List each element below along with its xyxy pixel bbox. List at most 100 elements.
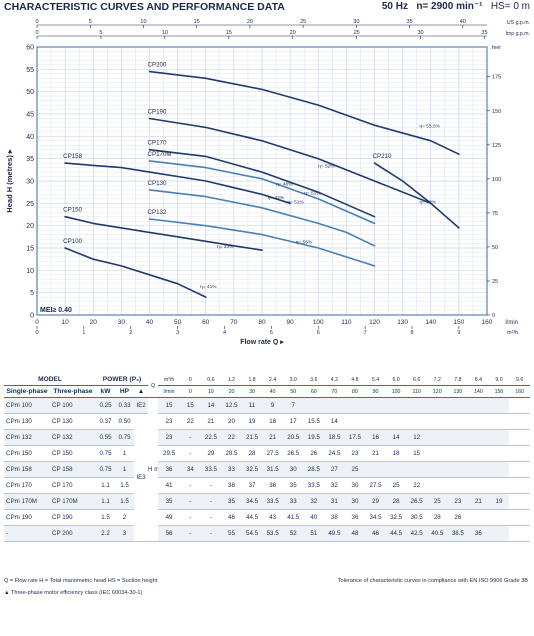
single-phase-header: Single-phase bbox=[4, 385, 50, 398]
chart-labels: CP100 η= 41% CP130 η= 51% CP132 η= 55% CP150 η=… bbox=[63, 62, 441, 291]
head-value: 32.5 bbox=[241, 461, 263, 478]
head-value: 46 bbox=[228, 514, 235, 521]
head-value bbox=[468, 414, 489, 430]
q-lmin-value: 130 bbox=[447, 385, 469, 398]
q-lmin-value: 150 bbox=[488, 385, 510, 398]
curve-cp132 bbox=[148, 218, 376, 267]
q-lmin-value: 80 bbox=[344, 385, 366, 398]
head-value: - bbox=[180, 429, 201, 446]
q-lmin-value: 20 bbox=[221, 385, 242, 398]
head-value: 30 bbox=[282, 461, 304, 478]
head-value bbox=[468, 397, 489, 414]
feet-tick-label: 100 bbox=[492, 177, 501, 183]
q-m3h-value: 0.6 bbox=[200, 374, 222, 386]
head-value bbox=[447, 397, 469, 414]
y-tick-label: 15 bbox=[26, 246, 34, 253]
imp-gpm-tick-label: 20 bbox=[290, 30, 296, 36]
head-value bbox=[447, 429, 469, 446]
mei-label: MEI≥ 0.40 bbox=[40, 307, 72, 314]
model-three-phase: CP 130 bbox=[52, 418, 73, 425]
chart-curves bbox=[64, 70, 460, 298]
m3h-tick-label: 1 bbox=[82, 330, 85, 336]
efficiency-class: IE2 bbox=[134, 397, 149, 414]
q-m3h-value: 8.4 bbox=[468, 374, 489, 386]
head-value: 33 bbox=[221, 461, 242, 478]
power-hp: 0.33 bbox=[115, 397, 134, 414]
m3h-tick-label: 3 bbox=[176, 330, 179, 336]
speed: n= 2900 min⁻¹ bbox=[416, 1, 483, 12]
power-kw: 1.5 bbox=[101, 514, 110, 521]
x-tick-label: 150 bbox=[453, 319, 464, 326]
head-value bbox=[468, 510, 489, 526]
head-value: 28.5 bbox=[303, 461, 325, 478]
curve-label-cp170m: CP170M bbox=[148, 151, 172, 158]
head-value: 38 bbox=[330, 514, 338, 521]
curve-cp130 bbox=[148, 189, 376, 247]
head-value: 7 bbox=[282, 397, 304, 414]
head-value: - bbox=[189, 450, 192, 457]
head-value: 30.5 bbox=[410, 514, 423, 521]
q-lmin-value: 160 bbox=[509, 385, 530, 398]
efficiency-label: η= 51% bbox=[304, 190, 321, 196]
q-lmin-value: 30 bbox=[241, 385, 263, 398]
curve-label-cp158: CP158 bbox=[63, 153, 82, 160]
y-tick-label: 0 bbox=[30, 313, 34, 320]
power-hp: 1.5 bbox=[120, 482, 129, 489]
power-kw: 0.37 bbox=[99, 418, 112, 425]
power-hp: 0.75 bbox=[115, 429, 134, 446]
head-value bbox=[427, 414, 448, 430]
head-value: 14 bbox=[200, 397, 222, 414]
head-value: 22.5 bbox=[200, 429, 222, 446]
head-value bbox=[448, 478, 469, 494]
head-value: 48 bbox=[344, 525, 366, 542]
head-value: 18.5 bbox=[324, 429, 345, 446]
q-m3h-value: 2.4 bbox=[262, 374, 283, 386]
power-hp: 1 bbox=[122, 450, 127, 457]
efficiency-label: η= 43% bbox=[420, 199, 437, 205]
head-value: 28.5 bbox=[225, 450, 238, 457]
feet-tick-label: 0 bbox=[492, 313, 495, 319]
head-value: 27.5 bbox=[369, 482, 382, 489]
q-lmin-value: 120 bbox=[426, 385, 448, 398]
head-value bbox=[426, 429, 448, 446]
head-value: - bbox=[200, 493, 222, 510]
m3h-tick-label: 7 bbox=[364, 330, 367, 336]
head-value: 40.5 bbox=[426, 525, 448, 542]
us-gpm-tick-label: 0 bbox=[35, 19, 38, 25]
x-tick-label: 160 bbox=[482, 319, 493, 326]
head-value: 46 bbox=[365, 525, 386, 542]
q-lmin-value: 110 bbox=[406, 385, 427, 398]
head-value: 24.5 bbox=[328, 450, 341, 457]
header: CHARACTERISTIC CURVES AND PERFORMANCE DA… bbox=[4, 1, 530, 15]
head-value: 22 bbox=[221, 429, 242, 446]
head-value bbox=[406, 397, 427, 414]
model-three-phase: CP 150 bbox=[52, 450, 73, 457]
q-lmin-value: 50 bbox=[282, 385, 304, 398]
head-value: 38 bbox=[228, 482, 235, 489]
footer-note: ▲ Three-phase motor efficiency class (IE… bbox=[4, 590, 143, 596]
imp-gpm-tick-label: 25 bbox=[354, 30, 360, 36]
head-value: 35 bbox=[289, 482, 297, 489]
head-value: 26.5 bbox=[406, 493, 427, 510]
head-value: 33.5 bbox=[307, 482, 320, 489]
head-value: 37 bbox=[248, 482, 256, 489]
plot-frame bbox=[36, 46, 488, 316]
power-hp: 1.5 bbox=[115, 493, 134, 510]
y-tick-label: 20 bbox=[26, 223, 34, 230]
x-tick-label: 10 bbox=[62, 319, 70, 326]
q-unit-m3h: m³/h bbox=[158, 374, 181, 386]
table-row: CPm 170M CP 170M 1.1 1.5 35- -35 34.5 33.5 33 32 3… bbox=[4, 493, 530, 510]
table-row: CPm 150 CP 150 0.75 1 29.5 - 29 28.5 28 27.5 26.5 2… bbox=[4, 446, 530, 462]
imp-gpm-tick-label: 5 bbox=[99, 30, 102, 36]
y-tick-label: 35 bbox=[26, 156, 34, 163]
head-value: 16 bbox=[365, 429, 386, 446]
kw-header: kW bbox=[96, 385, 115, 398]
q-lmin-value: 70 bbox=[324, 385, 345, 398]
feet-tick-label: 50 bbox=[492, 245, 498, 251]
curve-label-cp130: CP130 bbox=[148, 180, 167, 187]
head-value: 21 bbox=[468, 493, 489, 510]
head-value bbox=[448, 446, 469, 462]
curve-cp100 bbox=[64, 247, 207, 298]
